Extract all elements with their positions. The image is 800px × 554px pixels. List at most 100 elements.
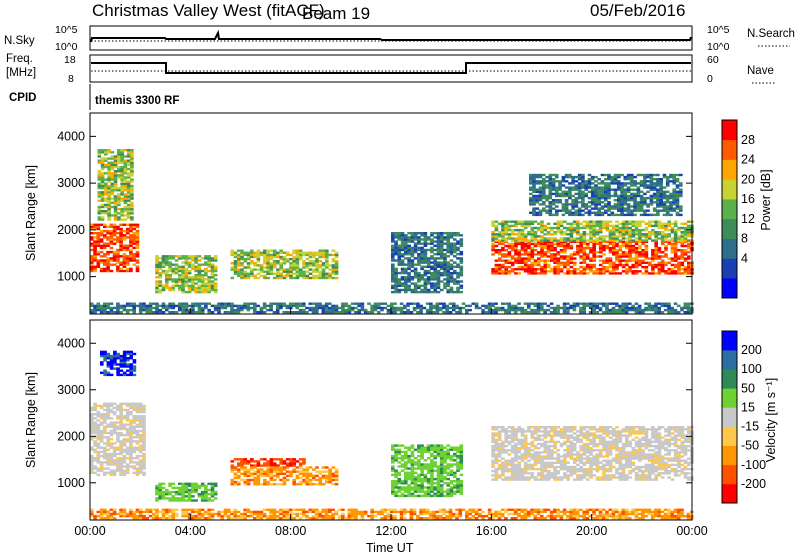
power-cell <box>129 229 133 233</box>
power-cell <box>647 308 652 312</box>
velocity-cell <box>132 425 136 428</box>
power-cell <box>484 311 489 314</box>
power-cell <box>100 216 105 219</box>
power-cell <box>659 205 663 208</box>
power-cell <box>250 262 254 265</box>
velocity-cell <box>112 473 117 477</box>
power-cell <box>394 267 398 271</box>
power-cell <box>523 220 528 223</box>
power-cell <box>126 191 131 194</box>
power-cell <box>631 244 636 248</box>
velocity-cell <box>142 417 146 420</box>
power-cell <box>613 194 618 198</box>
velocity-cell <box>93 423 97 426</box>
velocity-cell <box>142 440 146 443</box>
power-cell <box>504 249 508 252</box>
power-cell <box>449 280 454 283</box>
power-cell <box>571 207 575 210</box>
power-cell <box>540 246 544 250</box>
power-cell <box>263 255 267 259</box>
power-cell <box>504 253 508 256</box>
power-cell <box>129 269 133 273</box>
power-cell <box>595 237 600 240</box>
power-cell <box>321 308 326 312</box>
power-cell <box>263 274 267 278</box>
power-cell <box>491 302 495 305</box>
power-cell <box>230 253 235 257</box>
power-cell <box>436 286 441 290</box>
beam-label: Beam 19 <box>302 4 370 23</box>
power-cell <box>410 236 415 239</box>
power-cell <box>605 268 610 271</box>
velocity-cell <box>181 484 185 488</box>
power-cell <box>618 253 623 256</box>
power-cell <box>446 278 450 281</box>
power-cell <box>514 239 518 242</box>
power-cell <box>197 278 202 281</box>
power-cell <box>276 274 280 278</box>
power-cell <box>263 270 267 273</box>
power-cell <box>623 192 628 196</box>
power-cell <box>564 194 569 198</box>
power-cell <box>538 211 543 214</box>
velocity-cell <box>109 442 114 445</box>
power-cell <box>155 271 159 275</box>
power-cell <box>311 308 316 312</box>
power-cell <box>443 242 447 245</box>
power-cell <box>633 205 637 208</box>
power-cell <box>564 211 569 214</box>
power-cell <box>459 244 464 247</box>
power-cell <box>555 175 559 179</box>
velocity-cell <box>129 434 133 437</box>
power-cell <box>643 192 647 196</box>
power-cell <box>535 175 540 179</box>
velocity-cell <box>132 461 136 464</box>
power-cell <box>585 224 590 228</box>
power-cell <box>630 175 634 179</box>
power-cell <box>298 270 303 273</box>
power-cell <box>527 302 531 305</box>
power-cell <box>628 246 632 250</box>
power-cell <box>197 255 202 258</box>
power-cell <box>542 194 546 198</box>
velocity-cell <box>125 450 130 454</box>
power-cell <box>110 186 115 190</box>
power-cell <box>298 255 303 259</box>
power-cell <box>99 261 104 264</box>
velocity-cell <box>103 446 107 449</box>
power-cell <box>465 308 469 312</box>
power-cell <box>107 176 111 179</box>
power-cell <box>178 274 182 277</box>
power-cell <box>644 226 649 230</box>
power-cell <box>417 253 421 256</box>
power-cell <box>404 240 408 243</box>
power-cell <box>546 308 551 312</box>
power-cell <box>204 261 208 264</box>
power-cell <box>607 213 611 217</box>
power-cell <box>474 302 479 305</box>
power-cell <box>610 175 615 179</box>
velocity-cell <box>99 469 104 472</box>
velocity-cell <box>112 469 117 472</box>
power-cell <box>417 255 421 258</box>
power-cell <box>233 264 238 267</box>
power-cell <box>132 246 136 250</box>
power-cell <box>592 242 596 246</box>
power-cell <box>581 196 585 200</box>
power-cell <box>129 308 133 312</box>
power-cell <box>391 267 395 271</box>
power-cell <box>410 288 415 292</box>
velocity-cell <box>243 462 248 465</box>
power-cell <box>563 242 567 246</box>
power-cell <box>391 290 395 294</box>
velocity-cell <box>191 488 195 492</box>
velocity-cell <box>272 462 277 465</box>
power-cell <box>96 253 101 256</box>
power-cell <box>665 199 670 202</box>
power-cell <box>125 259 130 262</box>
power-cell <box>672 190 676 193</box>
power-cell <box>660 226 665 230</box>
power-cell <box>253 251 257 254</box>
power-cell <box>285 272 290 275</box>
power-cell <box>129 255 133 258</box>
